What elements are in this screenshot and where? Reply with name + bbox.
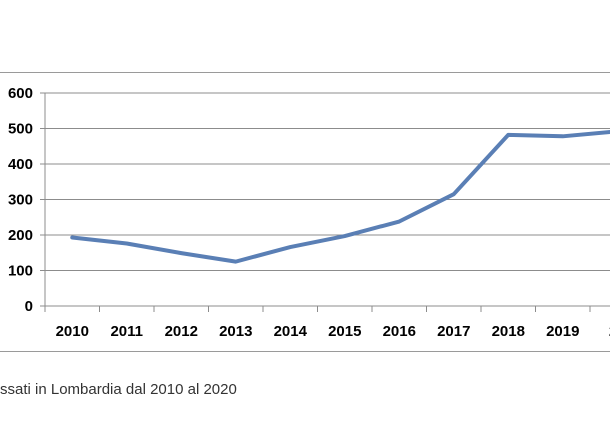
axes <box>40 92 610 312</box>
series <box>70 129 610 264</box>
top-divider <box>0 72 610 73</box>
figure-caption: ssati in Lombardia dal 2010 al 2020 <box>0 381 237 398</box>
x-tick-label: 20 <box>609 323 610 340</box>
x-tick-label: 2017 <box>437 323 470 340</box>
y-tick-label: 200 <box>8 227 33 244</box>
bottom-divider <box>0 351 610 352</box>
x-tick-label: 2018 <box>492 323 525 340</box>
x-tick-label: 2011 <box>110 323 143 340</box>
x-tick-label: 2010 <box>56 323 89 340</box>
x-tick-label: 2014 <box>274 323 308 340</box>
x-tick-label: 2019 <box>546 323 579 340</box>
x-tick-label: 2015 <box>328 323 361 340</box>
gridlines <box>45 92 610 271</box>
y-tick-label: 300 <box>8 192 33 209</box>
y-tick-label: 600 <box>8 85 33 102</box>
y-tick-label: 400 <box>8 156 33 173</box>
series-line <box>70 129 610 264</box>
x-tick-label: 2012 <box>165 323 198 340</box>
y-tick-label: 500 <box>8 121 33 138</box>
x-tick-label: 2013 <box>219 323 252 340</box>
x-tick-label: 2016 <box>383 323 416 340</box>
x-tick-labels: 2010 2011 2012 2013 2014 2015 2016 2017 2018 2019… <box>56 323 610 340</box>
y-tick-label: 100 <box>8 263 33 280</box>
y-tick-labels: 0 100 200 300 400 500 600 <box>8 85 33 315</box>
y-tick-label: 0 <box>25 298 33 315</box>
